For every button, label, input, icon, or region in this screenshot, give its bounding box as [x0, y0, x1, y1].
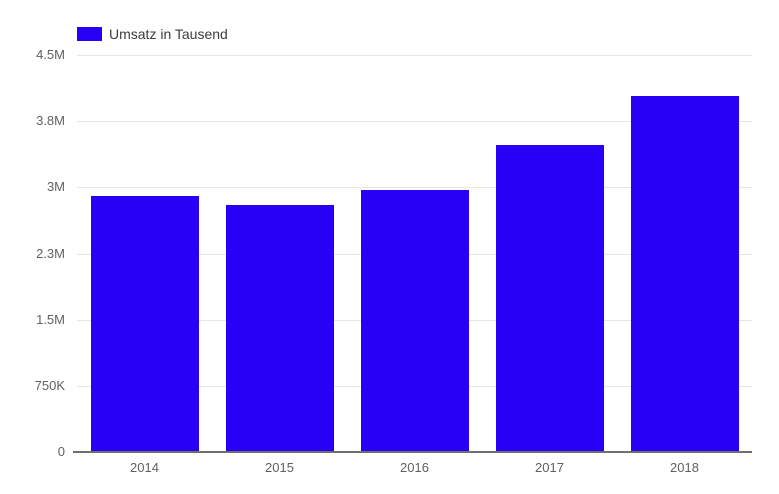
gridline [77, 55, 752, 56]
gridline [77, 121, 752, 122]
legend-label: Umsatz in Tausend [109, 26, 228, 42]
bar-2014[interactable] [91, 196, 199, 452]
y-axis-tick-label: 1.5M [36, 312, 65, 327]
y-axis-tick-label: 2.3M [36, 246, 65, 261]
legend-swatch [77, 27, 102, 41]
x-axis-tick-label: 2017 [535, 460, 564, 475]
x-axis-line [73, 451, 752, 453]
chart-legend: Umsatz in Tausend [77, 26, 228, 42]
bar-2016[interactable] [361, 190, 469, 452]
gridline [77, 187, 752, 188]
x-axis-tick-label: 2018 [670, 460, 699, 475]
bar-2018[interactable] [631, 96, 739, 452]
y-axis-tick-label: 4.5M [36, 47, 65, 62]
bar-2015[interactable] [226, 205, 334, 452]
x-axis-tick-label: 2015 [265, 460, 294, 475]
x-axis-tick-label: 2016 [400, 460, 429, 475]
y-axis-tick-label: 3M [46, 179, 65, 194]
x-axis-tick-label: 2014 [130, 460, 159, 475]
bar-2017[interactable] [496, 145, 604, 452]
y-axis-tick-label: 750K [34, 378, 65, 393]
y-axis-tick-label: 3.8M [36, 113, 65, 128]
y-axis-tick-label: 0 [57, 444, 65, 459]
